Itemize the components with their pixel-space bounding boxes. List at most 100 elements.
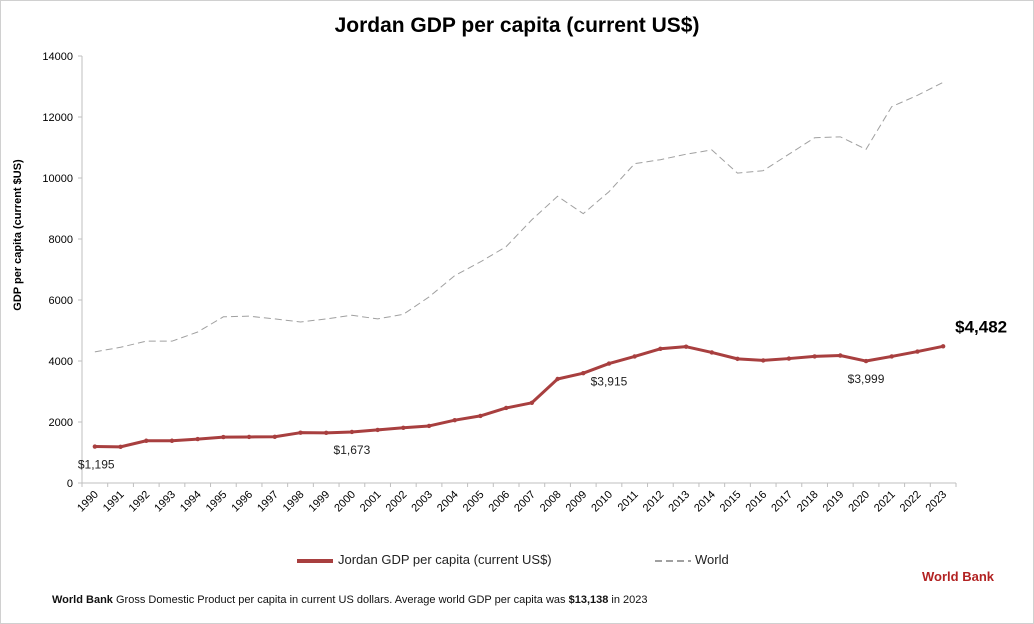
x-tick-label: 1992 [127, 489, 153, 515]
jordan-data-point [761, 358, 766, 363]
jordan-data-point [889, 354, 894, 359]
y-tick-label: 8000 [49, 234, 73, 246]
jordan-data-point [401, 425, 406, 430]
jordan-data-point [298, 430, 303, 435]
x-tick-label: 2009 [564, 489, 590, 515]
jordan-data-point [940, 344, 946, 349]
y-tick-label: 4000 [49, 356, 73, 368]
x-tick-label: 1994 [178, 489, 204, 515]
chart-title: Jordan GDP per capita (current US$) [334, 14, 700, 37]
legend-label-world: World [695, 552, 729, 567]
x-tick-label: 2006 [486, 489, 512, 515]
jordan-data-point [709, 350, 714, 355]
jordan-data-point [452, 417, 457, 423]
data-label: $1,195 [78, 458, 115, 472]
source-brand: World Bank [922, 569, 994, 584]
x-tick-label: 1995 [204, 489, 230, 515]
jordan-data-point [529, 400, 535, 405]
legend-swatch-world [655, 560, 691, 562]
jordan-data-point [735, 356, 740, 362]
x-tick-label: 2017 [769, 489, 795, 515]
chart-series [92, 81, 946, 450]
footnote: World Bank Gross Domestic Product per ca… [52, 594, 648, 606]
footnote-suffix: in 2023 [608, 594, 648, 606]
jordan-data-point [555, 376, 560, 382]
x-tick-label: 2022 [898, 489, 924, 515]
x-tick-label: 2004 [435, 489, 461, 515]
jordan-data-point [786, 356, 792, 361]
x-tick-label: 1999 [307, 489, 333, 515]
jordan-data-point [812, 354, 817, 359]
x-tick-label: 2001 [358, 489, 384, 515]
x-tick-label: 1993 [152, 489, 178, 515]
world-series-line [94, 81, 944, 353]
jordan-data-point [658, 346, 663, 351]
jordan-data-point [606, 361, 612, 366]
x-tick-label: 2015 [718, 489, 744, 515]
y-tick-label: 12000 [42, 112, 73, 124]
y-tick-label: 6000 [49, 295, 73, 307]
x-tick-label: 2007 [512, 489, 538, 515]
x-tick-label: 2010 [589, 489, 615, 515]
x-tick-label: 2013 [666, 489, 692, 515]
jordan-data-point [272, 434, 277, 439]
jordan-data-point [863, 358, 869, 364]
y-axis-label: GDP per capita (current $US) [12, 159, 24, 311]
jordan-data-point [426, 423, 432, 429]
x-axis-ticks: 1990 1991 1992 1993 1994 1995 1996 1997 1998 1999… [75, 483, 957, 515]
y-tick-label: 0 [67, 478, 73, 490]
data-label-emphasis: $4,482 [955, 317, 1007, 336]
x-tick-label: 2012 [641, 489, 667, 515]
jordan-data-point [683, 344, 689, 349]
x-tick-label: 2021 [872, 489, 898, 515]
data-label: $3,915 [591, 375, 628, 389]
jordan-data-point [118, 444, 123, 450]
y-axis-ticks: 0 2000 4000 6000 8000 10000 12000 14000 [42, 51, 82, 490]
chart-axes [81, 56, 956, 484]
y-tick-label: 2000 [49, 417, 73, 429]
jordan-data-point [324, 430, 329, 436]
x-tick-label: 2023 [923, 489, 949, 515]
jordan-data-point [144, 438, 149, 443]
x-tick-label: 1991 [101, 489, 127, 515]
data-labels: $1,195 $1,673 $3,915 $3,999 $4,482 [78, 317, 1007, 471]
x-tick-label: 2016 [744, 489, 770, 515]
jordan-data-point [221, 434, 226, 440]
y-tick-label: 10000 [42, 173, 73, 185]
jordan-data-point [503, 405, 509, 411]
data-label: $3,999 [848, 372, 885, 386]
footnote-value: $13,138 [568, 594, 609, 606]
x-tick-label: 1996 [229, 489, 255, 515]
jordan-data-point [246, 434, 252, 440]
jordan-data-point [632, 354, 637, 359]
jordan-data-point [838, 353, 843, 358]
x-tick-label: 1997 [255, 489, 281, 515]
jordan-data-point [915, 349, 920, 354]
jordan-data-point [195, 436, 200, 442]
footnote-brand: World Bank [52, 594, 113, 606]
x-tick-label: 2019 [821, 489, 847, 515]
x-tick-label: 1998 [281, 489, 307, 515]
jordan-data-point [349, 429, 355, 435]
jordan-data-point [581, 371, 586, 376]
x-tick-label: 2014 [692, 489, 718, 515]
jordan-data-point [169, 438, 175, 443]
x-tick-label: 2003 [409, 489, 435, 515]
y-tick-label: 14000 [42, 51, 73, 63]
legend-label-jordan: Jordan GDP per capita (current US$) [338, 552, 552, 567]
x-tick-label: 2020 [846, 489, 872, 515]
x-tick-label: 2018 [795, 489, 821, 515]
footnote-text: Gross Domestic Product per capita in cur… [112, 594, 569, 606]
x-tick-label: 1990 [75, 489, 101, 515]
jordan-data-point [478, 413, 483, 419]
legend-swatch-jordan [297, 559, 333, 563]
x-tick-label: 2011 [616, 489, 641, 514]
data-label: $1,673 [334, 443, 371, 457]
x-tick-label: 2000 [332, 489, 358, 515]
jordan-data-point [375, 427, 380, 433]
jordan-data-point [92, 444, 98, 449]
x-tick-label: 2002 [384, 489, 410, 515]
x-tick-label: 2008 [538, 489, 564, 515]
